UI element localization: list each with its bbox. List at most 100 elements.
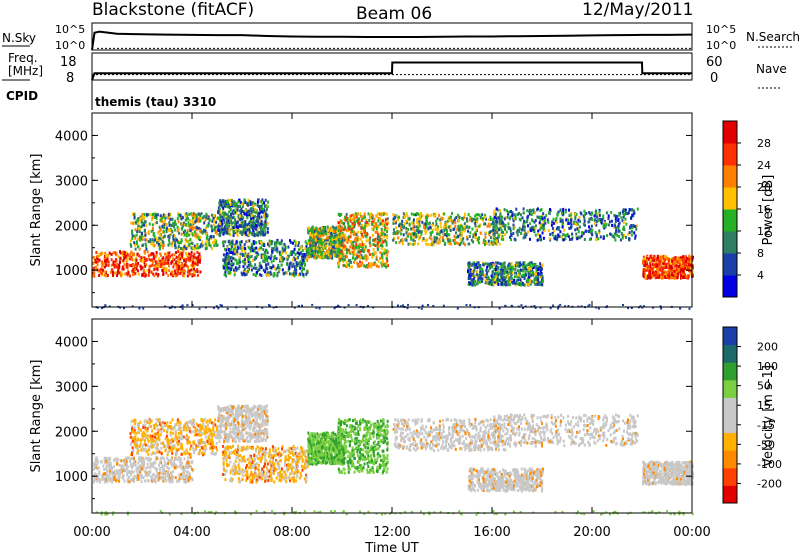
scatter-cell bbox=[126, 263, 129, 267]
scatter-cell bbox=[309, 252, 312, 256]
scatter-cell bbox=[245, 212, 248, 216]
scatter-cell bbox=[258, 211, 261, 215]
scatter-cell bbox=[456, 228, 459, 232]
scatter-cell bbox=[433, 214, 436, 218]
scatter-cell bbox=[299, 261, 301, 264]
scatter-cell bbox=[326, 236, 329, 240]
scatter-cell bbox=[493, 267, 496, 271]
scatter-cell bbox=[529, 229, 532, 233]
scatter-cell bbox=[409, 242, 412, 246]
scatter-cell bbox=[489, 215, 492, 219]
scatter-cell bbox=[364, 265, 367, 269]
scatter-cell bbox=[274, 266, 276, 270]
scatter-cell bbox=[446, 236, 449, 240]
scatter-cell bbox=[425, 216, 428, 220]
scatter-cell bbox=[168, 223, 171, 227]
scatter-cell bbox=[164, 266, 167, 270]
scatter-cell bbox=[197, 246, 200, 250]
scatter-cell bbox=[416, 218, 419, 222]
scatter-cell bbox=[251, 249, 254, 253]
scatter-cell bbox=[151, 263, 154, 267]
scatter-cell bbox=[529, 282, 532, 286]
scatter-cell bbox=[246, 265, 249, 269]
scatter-cell bbox=[248, 233, 251, 237]
scatter-cell bbox=[235, 225, 238, 229]
scatter-cell bbox=[561, 222, 564, 226]
scatter-cell bbox=[506, 270, 509, 274]
scatter-cell bbox=[211, 226, 213, 230]
scatter-cell bbox=[350, 265, 353, 269]
scatter-cell bbox=[447, 241, 450, 245]
scatter-cell bbox=[515, 264, 517, 268]
scatter-cell bbox=[590, 224, 593, 228]
scatter-cell bbox=[343, 218, 346, 221]
scatter-cell bbox=[208, 241, 211, 245]
scatter-cell bbox=[144, 233, 147, 237]
scatter-cell bbox=[410, 227, 412, 231]
scatter-cell bbox=[446, 231, 448, 235]
scatter-cell bbox=[267, 200, 269, 204]
scatter-cell bbox=[316, 255, 319, 258]
scatter-cell bbox=[160, 242, 163, 245]
scatter-cell bbox=[392, 221, 395, 225]
scatter-cell bbox=[155, 221, 158, 224]
scatter-cell bbox=[162, 240, 165, 244]
scatter-cell bbox=[311, 254, 314, 258]
scatter-cell bbox=[339, 259, 342, 262]
scatter-cell bbox=[607, 214, 610, 218]
scatter-cell bbox=[588, 225, 590, 229]
scatter-cell bbox=[177, 227, 180, 231]
scatter-cell bbox=[398, 230, 401, 234]
scatter-cell bbox=[361, 223, 363, 227]
scatter-cell bbox=[292, 263, 295, 267]
scatter-cell bbox=[253, 257, 256, 261]
scatter-cell bbox=[503, 271, 506, 275]
scatter-cell bbox=[315, 226, 318, 230]
scatter-cell bbox=[180, 270, 183, 274]
scatter-cell bbox=[225, 265, 228, 269]
scatter-cell bbox=[220, 219, 223, 223]
scatter-cell bbox=[295, 257, 298, 260]
scatter-cell bbox=[385, 222, 388, 226]
scatter-cell bbox=[353, 220, 356, 224]
scatter-cell bbox=[535, 274, 538, 278]
scatter-cell bbox=[384, 226, 387, 230]
scatter-cell bbox=[335, 246, 338, 250]
scatter-cell bbox=[471, 274, 474, 278]
scatter-cell bbox=[503, 225, 506, 229]
scatter-cell bbox=[509, 210, 512, 214]
scatter-cell bbox=[651, 257, 654, 260]
scatter-cell bbox=[267, 262, 270, 266]
scatter-cell bbox=[379, 217, 382, 221]
scatter-cell bbox=[619, 238, 622, 242]
scatter-cell bbox=[242, 220, 245, 224]
scatter-cell bbox=[311, 230, 314, 234]
scatter-cell bbox=[628, 237, 631, 241]
scatter-cell bbox=[185, 264, 188, 268]
scatter-cell bbox=[135, 233, 138, 237]
scatter-cell bbox=[254, 274, 257, 278]
scatter-cell bbox=[255, 266, 258, 270]
scatter-cell bbox=[214, 231, 217, 235]
scatter-cell bbox=[544, 221, 547, 225]
scatter-cell bbox=[345, 248, 348, 252]
scatter-cell bbox=[679, 256, 682, 260]
scatter-cell bbox=[685, 257, 688, 260]
scatter-cell bbox=[380, 243, 383, 247]
scatter-cell bbox=[244, 252, 247, 256]
scatter-cell bbox=[591, 211, 593, 215]
scatter-cell bbox=[136, 240, 138, 244]
scatter-cell bbox=[423, 223, 426, 227]
scatter-cell bbox=[398, 222, 401, 226]
scatter-cell bbox=[424, 231, 427, 235]
scatter-cell bbox=[157, 263, 160, 266]
scatter-cell bbox=[474, 236, 477, 240]
scatter-cell bbox=[492, 282, 495, 286]
scatter-cell bbox=[195, 213, 198, 217]
scatter-cell bbox=[534, 224, 537, 228]
scatter-cell bbox=[449, 224, 452, 228]
scatter-cell bbox=[248, 220, 251, 224]
scatter-cell bbox=[489, 262, 492, 266]
scatter-cell bbox=[168, 221, 171, 225]
scatter-cell bbox=[400, 232, 403, 236]
